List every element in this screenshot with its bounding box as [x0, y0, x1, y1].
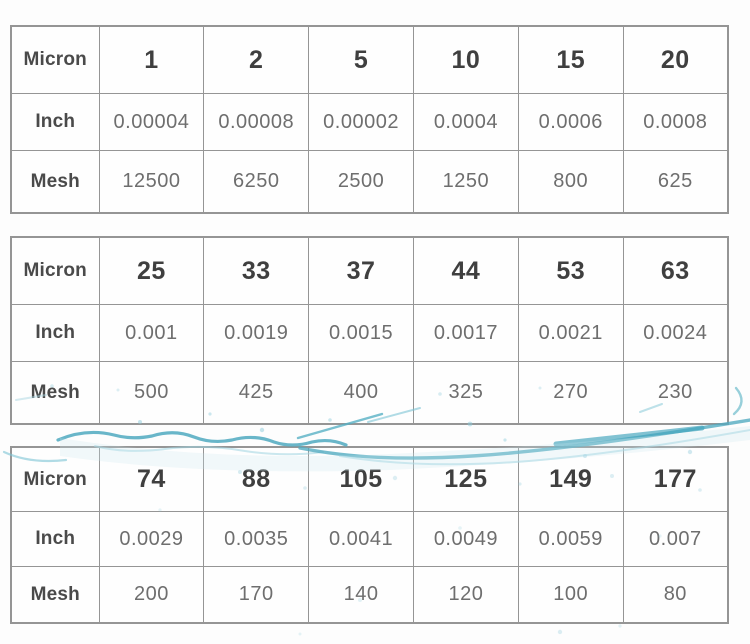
table-row: Mesh 12500 6250 2500 1250 800 625 [10, 150, 729, 214]
table-cell: 37 [308, 236, 414, 305]
table-row: Inch 0.00004 0.00008 0.00002 0.0004 0.00… [10, 93, 729, 151]
table-cell: 170 [203, 566, 310, 624]
table-cell: 63 [622, 236, 729, 305]
table-cell: 33 [203, 236, 310, 305]
table-cell: 5 [308, 25, 414, 94]
table-cell: 149 [517, 446, 624, 512]
table-row: Micron 74 88 105 125 149 177 [10, 446, 729, 512]
row-label: Inch [10, 93, 100, 151]
table-cell: 800 [517, 150, 624, 214]
table-cell: 0.0041 [308, 511, 414, 567]
table-cell: 0.0021 [517, 304, 624, 362]
table-row: Mesh 500 425 400 325 270 230 [10, 361, 729, 425]
table-cell: 125 [412, 446, 519, 512]
table-cell: 0.001 [98, 304, 205, 362]
table-cell: 15 [517, 25, 624, 94]
table-cell: 80 [622, 566, 729, 624]
table-cell: 10 [412, 25, 519, 94]
table-cell: 0.0049 [412, 511, 519, 567]
table-cell: 2 [203, 25, 310, 94]
table-cell: 105 [308, 446, 414, 512]
table-cell: 0.0035 [203, 511, 310, 567]
table-cell: 120 [412, 566, 519, 624]
row-label: Mesh [10, 361, 100, 425]
conversion-table-1: Micron 1 2 5 10 15 20 Inch 0.00004 0.000… [10, 25, 729, 214]
table-cell: 53 [517, 236, 624, 305]
table-cell: 0.00008 [203, 93, 310, 151]
table-cell: 0.00002 [308, 93, 414, 151]
table-cell: 400 [308, 361, 414, 425]
table-cell: 270 [517, 361, 624, 425]
row-label: Micron [10, 236, 100, 305]
table-cell: 1 [98, 25, 205, 94]
table-cell: 0.0019 [203, 304, 310, 362]
table-cell: 0.0008 [622, 93, 729, 151]
table-cell: 0.007 [622, 511, 729, 567]
table-cell: 12500 [98, 150, 205, 214]
table-cell: 425 [203, 361, 310, 425]
table-cell: 177 [622, 446, 729, 512]
row-label: Micron [10, 446, 100, 512]
table-cell: 500 [98, 361, 205, 425]
row-label: Micron [10, 25, 100, 94]
table-row: Mesh 200 170 140 120 100 80 [10, 566, 729, 624]
table-cell: 140 [308, 566, 414, 624]
table-cell: 6250 [203, 150, 310, 214]
table-row: Inch 0.001 0.0019 0.0015 0.0017 0.0021 0… [10, 304, 729, 362]
row-label: Inch [10, 511, 100, 567]
row-label: Mesh [10, 150, 100, 214]
table-cell: 0.0004 [412, 93, 519, 151]
table-cell: 100 [517, 566, 624, 624]
table-cell: 625 [622, 150, 729, 214]
table-cell: 0.00004 [98, 93, 205, 151]
table-cell: 0.0006 [517, 93, 624, 151]
table-cell: 2500 [308, 150, 414, 214]
table-cell: 0.0029 [98, 511, 205, 567]
table-cell: 325 [412, 361, 519, 425]
row-label: Inch [10, 304, 100, 362]
table-row: Micron 25 33 37 44 53 63 [10, 236, 729, 305]
table-cell: 200 [98, 566, 205, 624]
conversion-table-2: Micron 25 33 37 44 53 63 Inch 0.001 0.00… [10, 236, 729, 425]
table-cell: 74 [98, 446, 205, 512]
table-row: Micron 1 2 5 10 15 20 [10, 25, 729, 94]
table-cell: 0.0024 [622, 304, 729, 362]
table-cell: 20 [622, 25, 729, 94]
table-cell: 1250 [412, 150, 519, 214]
table-cell: 0.0017 [412, 304, 519, 362]
table-row: Inch 0.0029 0.0035 0.0041 0.0049 0.0059 … [10, 511, 729, 567]
table-cell: 25 [98, 236, 205, 305]
table-cell: 44 [412, 236, 519, 305]
conversion-table-3: Micron 74 88 105 125 149 177 Inch 0.0029… [10, 446, 729, 624]
table-cell: 0.0015 [308, 304, 414, 362]
table-cell: 88 [203, 446, 310, 512]
table-cell: 0.0059 [517, 511, 624, 567]
table-cell: 230 [622, 361, 729, 425]
row-label: Mesh [10, 566, 100, 624]
